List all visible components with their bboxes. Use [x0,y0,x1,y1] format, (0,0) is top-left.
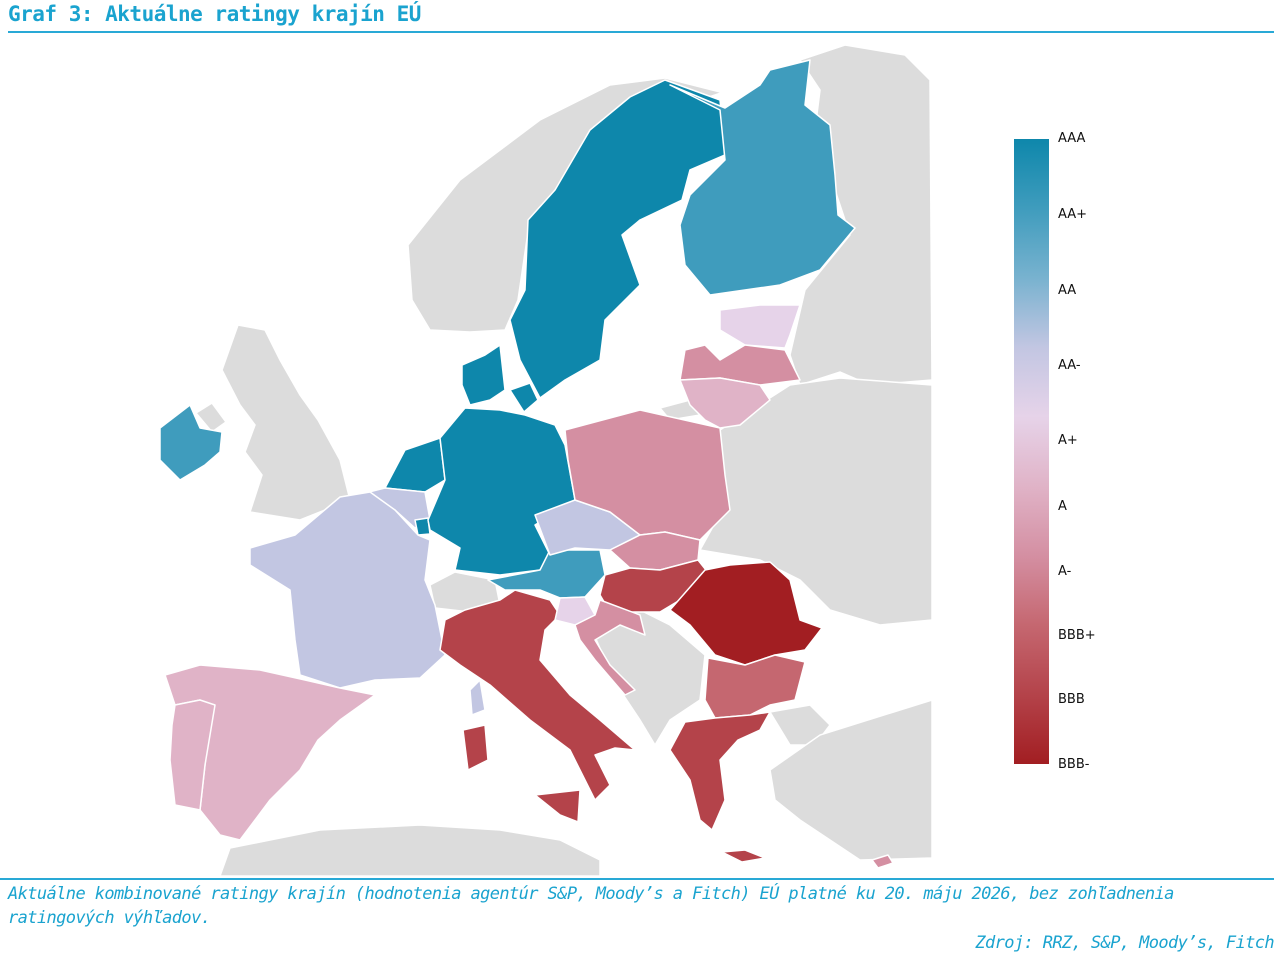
country-croatia[interactable] [574,599,646,696]
land-uk [221,324,351,521]
country-luxembourg[interactable] [414,517,431,536]
country-finland[interactable] [669,59,856,296]
land-belarus-ukraine [698,377,933,626]
title-rule [8,31,1274,33]
legend-label-a-minusplus: A+ [1058,433,1078,448]
eu-countries [159,59,894,869]
chart-caption: Aktuálne kombinované ratingy krajín (hod… [8,884,1174,928]
land-anatolia [769,698,933,861]
country-cyprus[interactable] [871,854,894,869]
chart-source: Zdroj: RRZ, S&P, Moody’s, Fitch [975,933,1274,953]
land-north-africa [219,824,601,876]
caption-rule [0,878,1274,880]
europe-map [159,44,933,876]
country-ireland[interactable] [159,404,223,481]
land-northern-ireland [194,401,228,434]
legend-label-bbb-minusplus: BBB+ [1058,628,1096,643]
country-sardinia[interactable] [462,724,489,771]
legend-label-bbb-minus: BBB- [1058,757,1090,772]
legend-label-aa: AA [1058,283,1077,298]
legend-label-a-minus: A- [1058,564,1072,579]
country-bulgaria[interactable] [704,654,806,719]
legend-label-aaa: AAA [1058,131,1086,146]
legend-label-a: A [1058,499,1067,514]
country-sicily[interactable] [534,789,581,823]
chart-title: Graf 3: Aktuálne ratingy krajín EÚ [8,2,421,26]
country-greece[interactable] [669,711,771,831]
country-austria[interactable] [487,549,606,599]
country-portugal[interactable] [169,699,216,811]
country-corsica[interactable] [469,679,486,716]
country-sweden[interactable] [509,79,726,399]
country-netherlands[interactable] [384,437,446,493]
country-crete[interactable] [721,849,766,863]
non-eu-land [194,44,933,876]
country-romania[interactable] [669,561,823,666]
legend-label-bbb: BBB [1058,692,1085,707]
legend-label-aa-minus: AA- [1058,358,1081,373]
country-italy[interactable] [439,589,636,801]
legend-colorbar [1014,139,1049,764]
country-denmark-zealand[interactable] [509,382,539,413]
country-denmark[interactable] [461,344,506,406]
country-france[interactable] [249,491,446,689]
legend-label-aa-minusplus: AA+ [1058,207,1088,222]
country-estonia[interactable] [719,304,801,349]
country-lithuania[interactable] [679,377,771,429]
